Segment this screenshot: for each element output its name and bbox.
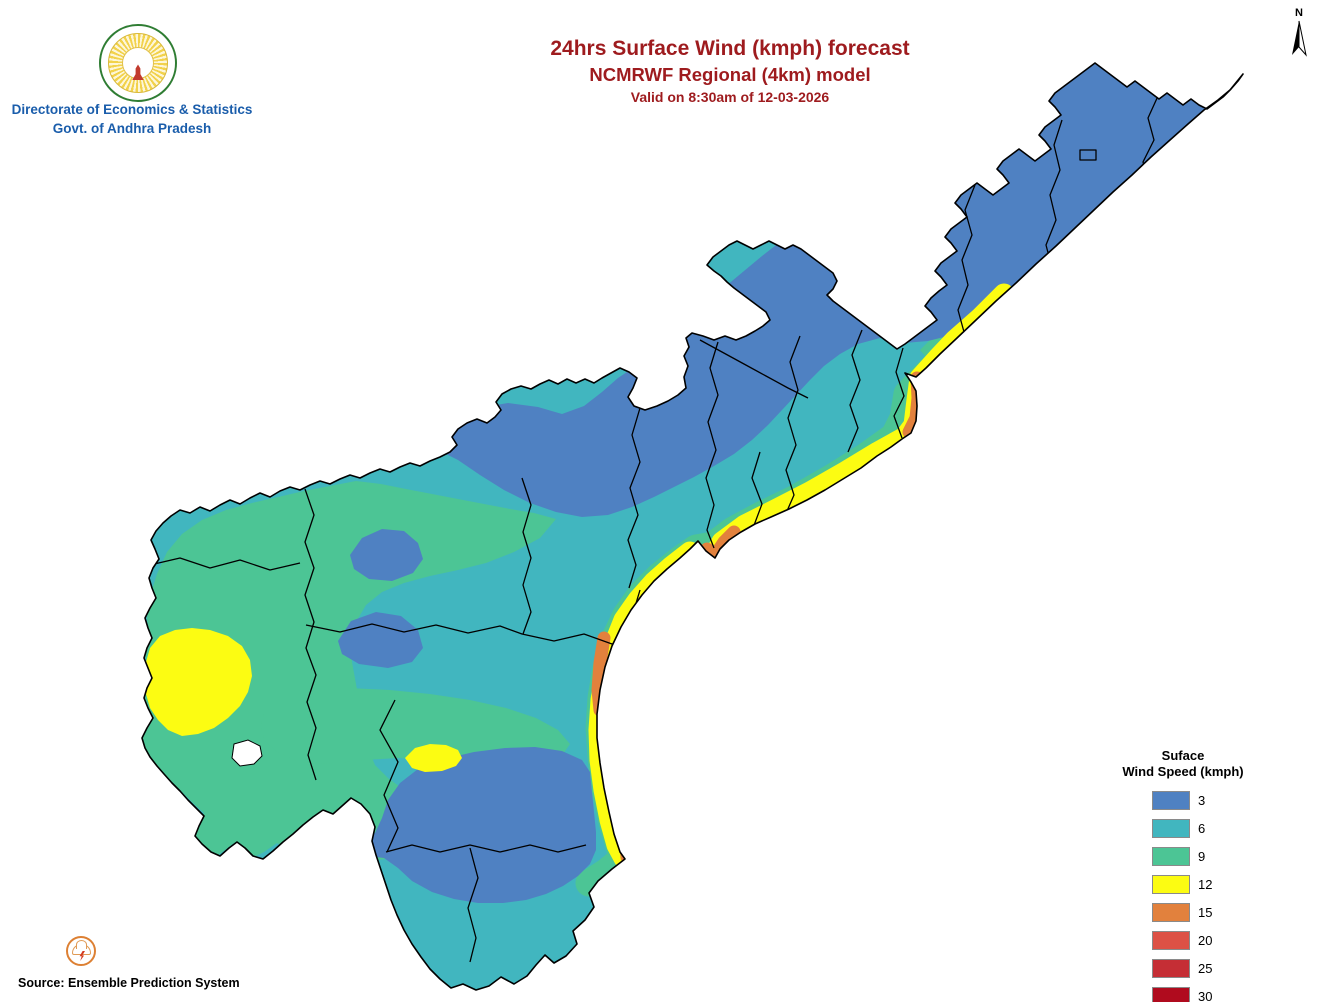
district-boundary <box>699 339 809 399</box>
legend-item: 15 <box>1152 902 1268 922</box>
ncmrwf-logo <box>66 936 96 966</box>
district-boundary <box>521 477 532 635</box>
legend-rows: 3 6 9 12 15 20 <box>1098 790 1268 1002</box>
district-enclave-box <box>1079 149 1097 161</box>
district-boundary <box>305 623 639 645</box>
map-title: 24hrs Surface Wind (kmph) forecast <box>550 37 910 60</box>
legend-swatch-3 <box>1152 790 1190 810</box>
district-boundary <box>385 844 587 853</box>
wind-12kmph-region-west-patch <box>145 628 252 736</box>
north-arrow: N <box>1286 8 1312 64</box>
map-validity: Valid on 8:30am of 12-03-2026 <box>630 89 830 105</box>
legend-label: 20 <box>1198 932 1213 948</box>
legend-label: 12 <box>1198 876 1213 892</box>
district-boundary <box>467 847 479 963</box>
legend-title-line1: Suface <box>1161 748 1205 763</box>
legend-label: 3 <box>1198 792 1206 808</box>
district-boundary <box>957 184 976 333</box>
district-boundary <box>627 407 641 589</box>
ap-government-emblem-logo <box>99 24 177 102</box>
district-boundary <box>893 347 905 439</box>
legend-label: 15 <box>1198 904 1213 920</box>
district-boundary <box>1045 119 1063 269</box>
wind-12kmph-region-central-patch <box>405 744 462 772</box>
wind-3kmph-region-west-lower <box>338 612 423 668</box>
district-boundary <box>630 589 651 846</box>
legend-label: 25 <box>1198 960 1213 976</box>
legend-item: 30 <box>1152 986 1268 1002</box>
wind-3kmph-region-south <box>352 747 596 903</box>
district-boundary <box>304 488 317 781</box>
legend-item: 20 <box>1152 930 1268 950</box>
district-boundary <box>379 699 399 853</box>
source-note: Source: Ensemble Prediction System <box>18 976 240 990</box>
legend-item: 25 <box>1152 958 1268 978</box>
north-label: N <box>1295 7 1303 19</box>
map-title-block: 24hrs Surface Wind (kmph) forecast NCMRW… <box>430 36 1030 107</box>
district-boundary <box>751 451 763 529</box>
legend-label: 6 <box>1198 820 1206 836</box>
legend-title-line2: Wind Speed (kmph) <box>1122 764 1244 779</box>
district-boundary <box>847 329 863 453</box>
legend-item: 3 <box>1152 790 1268 810</box>
legend-label: 30 <box>1198 988 1213 1002</box>
district-boundary <box>705 341 719 549</box>
legend-swatch-25 <box>1152 958 1190 978</box>
north-arrow-icon <box>1292 20 1307 57</box>
organization-line2: Govt. of Andhra Pradesh <box>52 121 212 136</box>
lightning-icon <box>79 951 85 961</box>
wind-9kmph-region-central-band <box>261 688 570 766</box>
district-boundary <box>785 335 801 512</box>
map-subtitle: NCMRWF Regional (4km) model <box>589 64 871 85</box>
legend-item: 6 <box>1152 818 1268 838</box>
legend-item: 12 <box>1152 874 1268 894</box>
legend-swatch-15 <box>1152 902 1190 922</box>
wind-speed-legend: Suface Wind Speed (kmph) 3 6 9 12 15 <box>1098 748 1268 1002</box>
legend-item: 9 <box>1152 846 1268 866</box>
legend-swatch-20 <box>1152 930 1190 950</box>
legend-swatch-6 <box>1152 818 1190 838</box>
wind-9kmph-region-west <box>142 481 556 870</box>
legend-swatch-9 <box>1152 846 1190 866</box>
district-boundary <box>149 557 301 571</box>
legend-swatch-30 <box>1152 986 1190 1002</box>
wind-3kmph-region-west-upper <box>350 529 423 581</box>
legend-label: 9 <box>1198 848 1206 864</box>
district-boundaries <box>149 95 1159 963</box>
state-outline <box>141 62 1244 991</box>
legend-swatch-12 <box>1152 874 1190 894</box>
organization-title: Directorate of Economics & Statistics Go… <box>6 100 258 138</box>
organization-line1: Directorate of Economics & Statistics <box>11 102 253 117</box>
enclave-hole <box>231 739 263 767</box>
